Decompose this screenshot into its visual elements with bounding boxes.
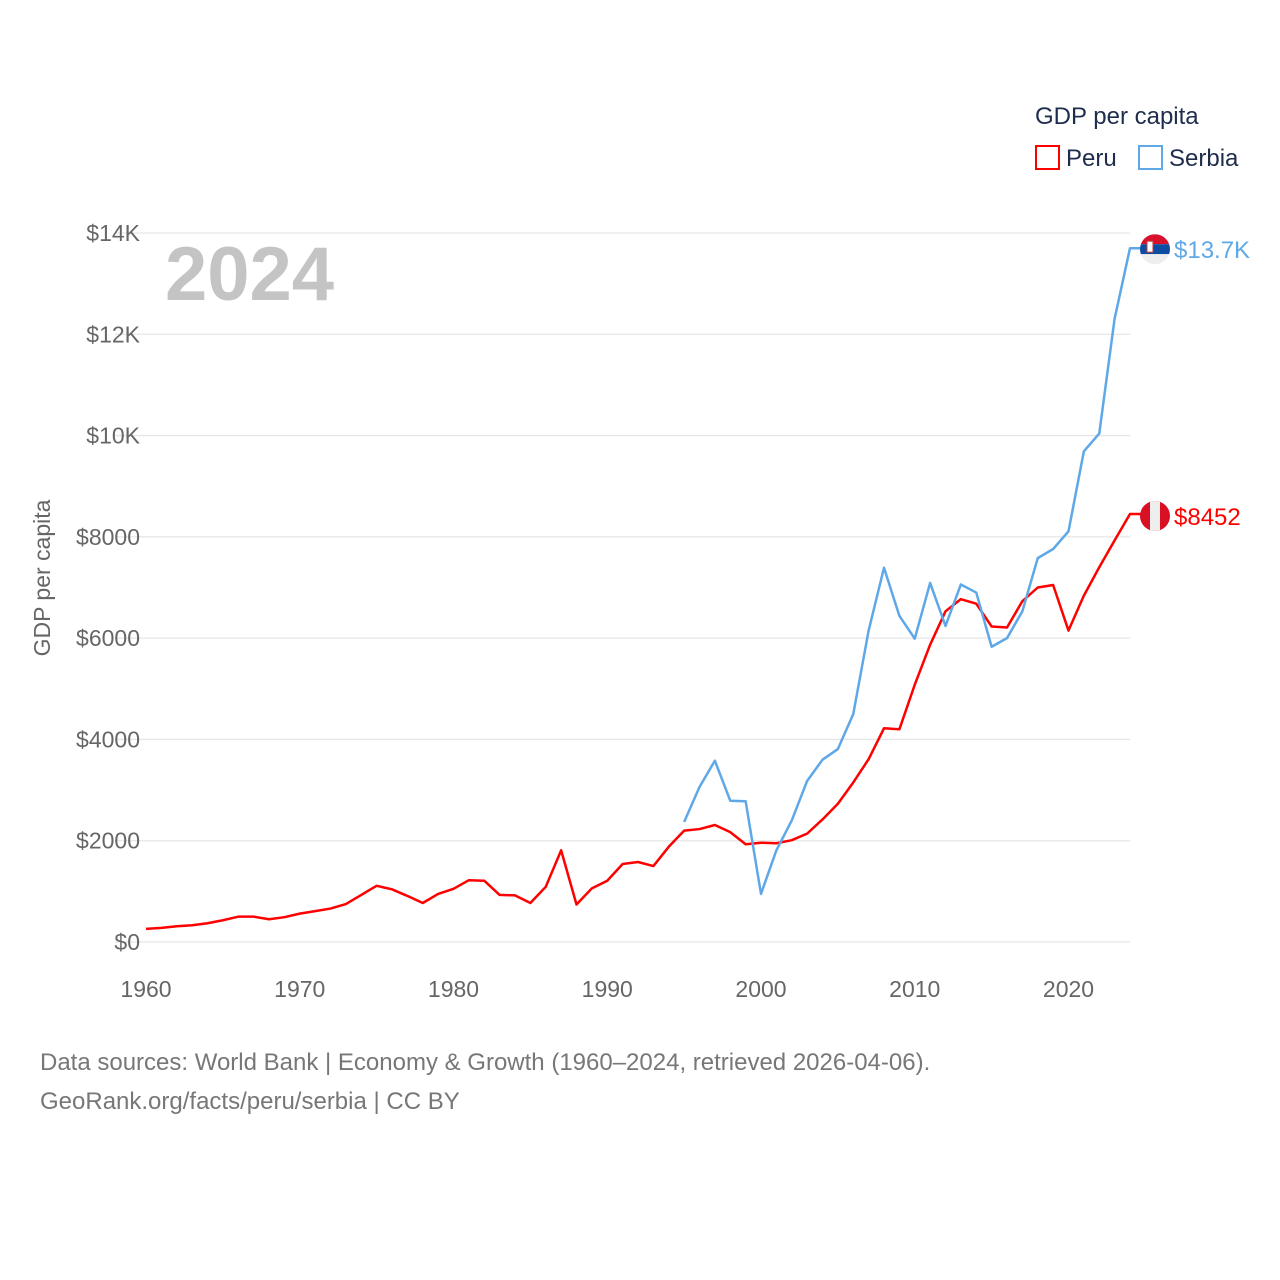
serbia-flag-icon: [1140, 234, 1170, 265]
series-line-peru: [145, 512, 1142, 931]
legend-swatch-peru[interactable]: [1035, 145, 1060, 170]
y-tick-label: $0: [114, 929, 140, 955]
y-tick-label: $2000: [76, 828, 140, 854]
legend-title: GDP per capita: [1035, 103, 1199, 130]
legend: GDP per capita Peru Serbia: [1035, 103, 1239, 172]
y-tick-label: $14K: [86, 220, 140, 246]
x-tick-label: 1990: [582, 976, 633, 1002]
series-line-serbia: [682, 246, 1142, 896]
y-tick-label: $12K: [86, 321, 140, 347]
x-tick-label: 1960: [120, 976, 171, 1002]
attribution-link[interactable]: GeoRank.org/facts/peru/serbia | CC BY: [40, 1088, 460, 1115]
x-tick-label: 2000: [735, 976, 786, 1002]
y-tick-label: $4000: [76, 726, 140, 752]
legend-swatch-serbia[interactable]: [1138, 145, 1163, 170]
data-source-footer: Data sources: World Bank | Economy & Gro…: [40, 1043, 930, 1121]
y-tick-label: $6000: [76, 625, 140, 651]
source-line: Data sources: World Bank | Economy & Gro…: [40, 1049, 931, 1076]
y-axis-label: GDP per capita: [29, 499, 55, 656]
series-lines: [145, 246, 1142, 931]
x-axis-ticks: 1960 1970 1980 1990 2000 2010 2020: [120, 976, 1094, 1002]
year-label: 2024: [165, 232, 334, 317]
y-tick-label: $8000: [76, 524, 140, 550]
x-tick-label: 1980: [428, 976, 479, 1002]
x-tick-label: 2010: [889, 976, 940, 1002]
y-tick-label: $10K: [86, 423, 140, 449]
y-axis-ticks: $0 $2000 $4000 $6000 $8000 $10K $12K $14K: [76, 220, 141, 955]
legend-label-serbia[interactable]: Serbia: [1169, 145, 1239, 172]
series-end-labels: $8452 $13.7K: [1140, 234, 1250, 531]
end-value-label-peru: $8452: [1174, 504, 1241, 531]
grid-lines: [115, 232, 1130, 943]
x-tick-label: 1970: [274, 976, 325, 1002]
end-value-label-serbia: $13.7K: [1174, 237, 1250, 264]
x-tick-label: 2020: [1043, 976, 1094, 1002]
legend-label-peru[interactable]: Peru: [1066, 145, 1117, 172]
peru-flag-icon: [1140, 500, 1170, 531]
